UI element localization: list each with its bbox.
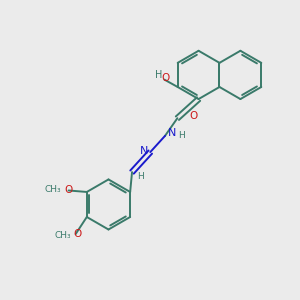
Text: H: H (155, 70, 163, 80)
Text: N: N (140, 146, 148, 157)
Text: O: O (74, 230, 82, 239)
Text: CH₃: CH₃ (55, 231, 72, 240)
Text: O: O (161, 73, 170, 82)
Text: O: O (189, 111, 197, 121)
Text: O: O (64, 185, 72, 195)
Text: N: N (168, 128, 177, 138)
Text: H: H (178, 131, 184, 140)
Text: CH₃: CH₃ (44, 185, 61, 194)
Text: H: H (137, 172, 144, 181)
